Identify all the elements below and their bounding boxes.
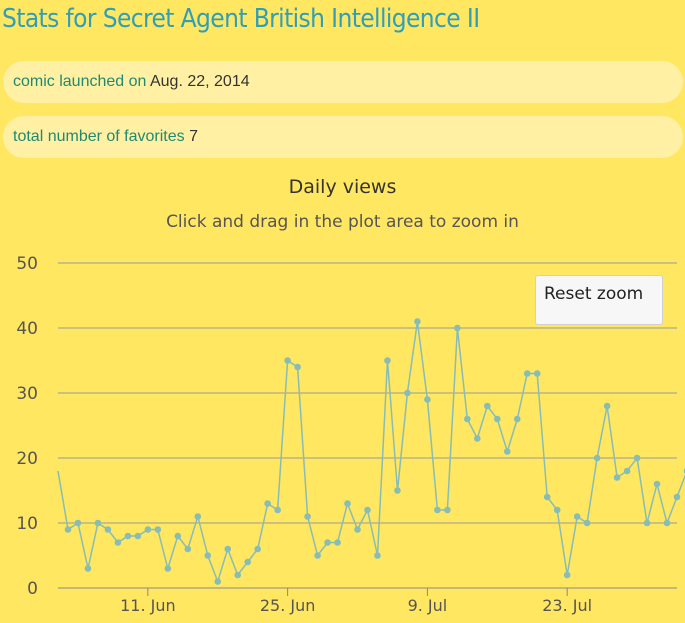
data-point <box>324 539 331 546</box>
data-point <box>344 500 351 507</box>
data-point <box>364 506 371 514</box>
favorites-value: 7 <box>189 128 198 145</box>
data-point <box>274 506 281 514</box>
page-title: Stats for Secret Agent British Intellige… <box>2 4 480 34</box>
y-tick-label: 30 <box>16 384 38 404</box>
data-point <box>404 389 411 397</box>
data-point <box>573 513 581 520</box>
y-tick-label: 0 <box>27 579 38 599</box>
data-point <box>533 370 541 377</box>
data-point <box>593 454 601 462</box>
data-point <box>563 571 571 579</box>
data-point <box>174 532 182 540</box>
data-point <box>284 357 291 364</box>
data-point <box>294 363 301 371</box>
data-point <box>154 526 162 533</box>
data-point <box>553 506 561 514</box>
x-tick-label: 23. Jul <box>542 596 592 615</box>
data-point <box>264 500 271 507</box>
y-tick-label: 50 <box>16 254 38 274</box>
data-point <box>513 415 521 423</box>
data-point <box>254 545 261 553</box>
y-tick-label: 20 <box>16 449 38 469</box>
data-point <box>434 506 441 514</box>
data-point <box>503 448 511 455</box>
data-point <box>414 318 421 325</box>
x-tick-label: 11. Jun <box>120 596 176 615</box>
data-point <box>523 370 531 377</box>
data-point <box>74 519 82 527</box>
data-point <box>204 552 212 559</box>
data-point <box>603 402 611 410</box>
data-point <box>194 513 202 520</box>
data-point <box>64 526 72 533</box>
data-point <box>334 539 341 546</box>
data-point <box>134 532 142 540</box>
series-line <box>57 321 685 584</box>
data-point <box>164 565 172 572</box>
data-point <box>623 467 631 475</box>
x-tick-label: 9. Jul <box>408 596 448 615</box>
data-point <box>114 539 122 546</box>
data-point <box>474 435 481 442</box>
launch-value: Aug. 22, 2014 <box>149 73 250 90</box>
data-point <box>583 519 591 527</box>
favorites-label: total number of favorites <box>13 128 185 145</box>
data-point <box>464 415 471 423</box>
data-point <box>493 415 501 423</box>
data-point <box>543 493 551 501</box>
data-point <box>653 480 661 488</box>
data-point <box>224 545 232 553</box>
data-point <box>384 357 391 364</box>
data-point <box>234 571 242 579</box>
data-point <box>244 558 251 566</box>
data-point <box>643 519 651 527</box>
data-point <box>214 578 222 585</box>
chart-title: Daily views <box>288 176 397 198</box>
y-tick-label: 40 <box>16 319 38 339</box>
data-point <box>673 493 681 501</box>
data-point <box>374 552 381 559</box>
launch-label: comic launched on <box>13 73 147 90</box>
data-point <box>144 526 152 533</box>
data-point <box>484 402 491 410</box>
data-point <box>304 513 311 520</box>
data-point <box>663 519 671 527</box>
data-point <box>633 454 641 462</box>
data-point <box>124 532 132 540</box>
data-point <box>104 526 112 533</box>
launch-date-row: comic launched on Aug. 22, 2014 <box>3 61 683 103</box>
data-point <box>314 552 321 559</box>
reset-zoom-button[interactable]: Reset zoom <box>535 275 663 325</box>
data-point <box>394 487 401 494</box>
data-point <box>354 526 361 533</box>
chart-subtitle: Click and drag in the plot area to zoom … <box>166 212 519 232</box>
data-point <box>424 396 431 403</box>
data-point <box>94 519 102 527</box>
data-point <box>84 565 92 572</box>
favorites-row: total number of favorites 7 <box>3 116 683 158</box>
data-point <box>613 474 621 481</box>
data-point <box>184 545 192 553</box>
data-point <box>454 324 461 332</box>
x-tick-label: 25. Jun <box>260 596 316 615</box>
y-tick-label: 10 <box>16 514 38 534</box>
data-point <box>444 506 451 514</box>
